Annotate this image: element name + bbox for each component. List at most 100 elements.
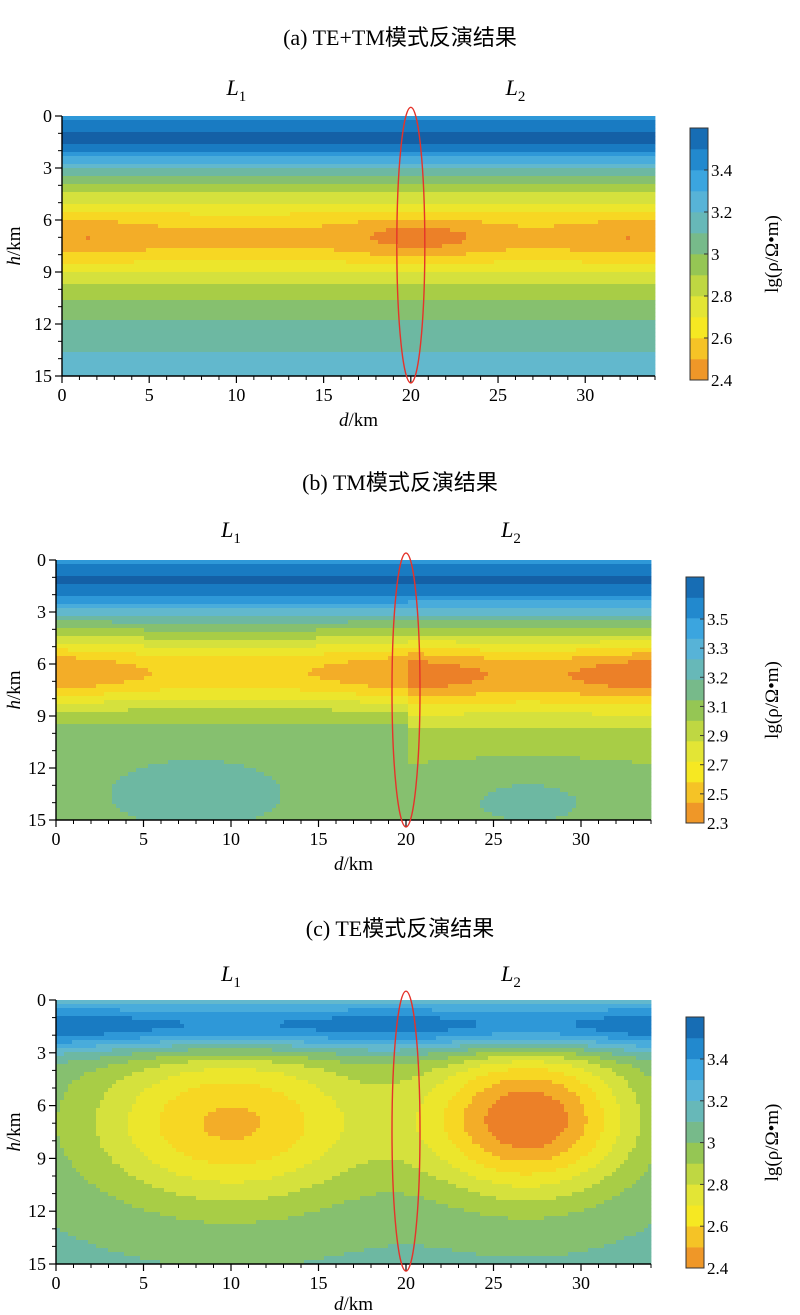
heatmap-cell <box>622 116 627 121</box>
heatmap-cell <box>638 220 643 225</box>
heatmap-cell <box>414 140 419 145</box>
heatmap-cell <box>226 244 231 249</box>
heatmap-cell <box>166 164 171 169</box>
heatmap-cell <box>410 192 415 197</box>
heatmap-cell <box>446 184 451 189</box>
heatmap-cell <box>474 236 479 241</box>
heatmap-cell <box>66 192 71 197</box>
heatmap-cell <box>78 220 83 225</box>
heatmap-cell <box>66 136 71 141</box>
heatmap-cell <box>362 236 367 241</box>
heatmap-cell <box>506 176 511 181</box>
heatmap-cell <box>566 132 571 137</box>
heatmap-cell <box>330 180 335 185</box>
heatmap-cell <box>418 224 423 229</box>
heatmap-cell <box>478 208 483 213</box>
heatmap-cell <box>358 188 363 193</box>
heatmap-cell <box>234 148 239 153</box>
heatmap-cell <box>354 196 359 201</box>
heatmap-cell <box>214 164 219 169</box>
heatmap-cell <box>518 148 523 153</box>
heatmap-cell <box>146 140 151 145</box>
heatmap-cell <box>266 248 271 253</box>
heatmap-cell <box>514 128 519 133</box>
heatmap-cell <box>382 124 387 129</box>
heatmap-cell <box>174 208 179 213</box>
heatmap-cell <box>122 168 127 173</box>
heatmap-cell <box>474 156 479 161</box>
heatmap-cell <box>510 212 515 217</box>
heatmap-cell <box>578 228 583 233</box>
heatmap-cell <box>638 164 643 169</box>
heatmap-cell <box>338 228 343 233</box>
heatmap-cell <box>534 232 539 237</box>
heatmap-cell <box>194 136 199 141</box>
heatmap-cell <box>122 152 127 157</box>
heatmap-cell <box>446 212 451 217</box>
heatmap-cell <box>182 192 187 197</box>
heatmap-cell <box>582 128 587 133</box>
heatmap-cell <box>218 148 223 153</box>
heatmap-cell <box>334 128 339 133</box>
heatmap-cell <box>226 116 231 121</box>
heatmap-cell <box>462 232 467 237</box>
heatmap-cell <box>270 216 275 221</box>
heatmap-cell <box>534 180 539 185</box>
heatmap-cell <box>70 120 75 125</box>
heatmap-cell <box>330 128 335 133</box>
heatmap-cell <box>246 200 251 205</box>
heatmap-cell <box>134 184 139 189</box>
heatmap-cell <box>498 240 503 245</box>
heatmap-cell <box>498 180 503 185</box>
heatmap-cell <box>594 208 599 213</box>
heatmap-cell <box>198 216 203 221</box>
heatmap-cell <box>654 232 656 237</box>
heatmap-cell <box>390 220 395 225</box>
heatmap-cell <box>218 248 223 253</box>
heatmap-cell <box>650 160 655 165</box>
heatmap-cell <box>590 128 595 133</box>
heatmap-cell <box>362 216 367 221</box>
heatmap-cell <box>446 224 451 229</box>
heatmap-cell <box>378 236 383 241</box>
heatmap-cell <box>422 140 427 145</box>
heatmap-cell <box>70 180 75 185</box>
heatmap-cell <box>138 224 143 229</box>
heatmap-cell <box>554 136 559 141</box>
heatmap-cell <box>178 184 183 189</box>
heatmap-cell <box>158 148 163 153</box>
heatmap-cell <box>630 136 635 141</box>
heatmap-cell <box>66 244 71 249</box>
heatmap-cell <box>106 244 111 249</box>
heatmap-cell <box>382 168 387 173</box>
heatmap-cell <box>110 248 115 253</box>
heatmap-cell <box>498 220 503 225</box>
heatmap-cell <box>530 120 535 125</box>
heatmap-cell <box>510 232 515 237</box>
heatmap-cell <box>274 168 279 173</box>
heatmap-cell <box>374 228 379 233</box>
heatmap-cell <box>454 132 459 137</box>
heatmap-cell <box>338 184 343 189</box>
heatmap-cell <box>334 180 339 185</box>
heatmap-cell <box>278 192 283 197</box>
heatmap-cell <box>374 132 379 137</box>
heatmap-cell <box>578 144 583 149</box>
heatmap-cell <box>478 136 483 141</box>
heatmap-cell <box>130 244 135 249</box>
heatmap-cell <box>142 152 147 157</box>
heatmap-cell <box>474 152 479 157</box>
heatmap-cell <box>454 124 459 129</box>
heatmap-cell <box>142 236 147 241</box>
heatmap-cell <box>190 248 195 253</box>
heatmap-cell <box>462 148 467 153</box>
heatmap-cell <box>394 212 399 217</box>
heatmap-cell <box>234 204 239 209</box>
heatmap-cell <box>518 132 523 137</box>
heatmap-cell <box>202 180 207 185</box>
heatmap-cell <box>250 148 255 153</box>
heatmap-cell <box>262 240 267 245</box>
heatmap-cell <box>342 128 347 133</box>
heatmap-cell <box>318 244 323 249</box>
heatmap-cell <box>558 144 563 149</box>
